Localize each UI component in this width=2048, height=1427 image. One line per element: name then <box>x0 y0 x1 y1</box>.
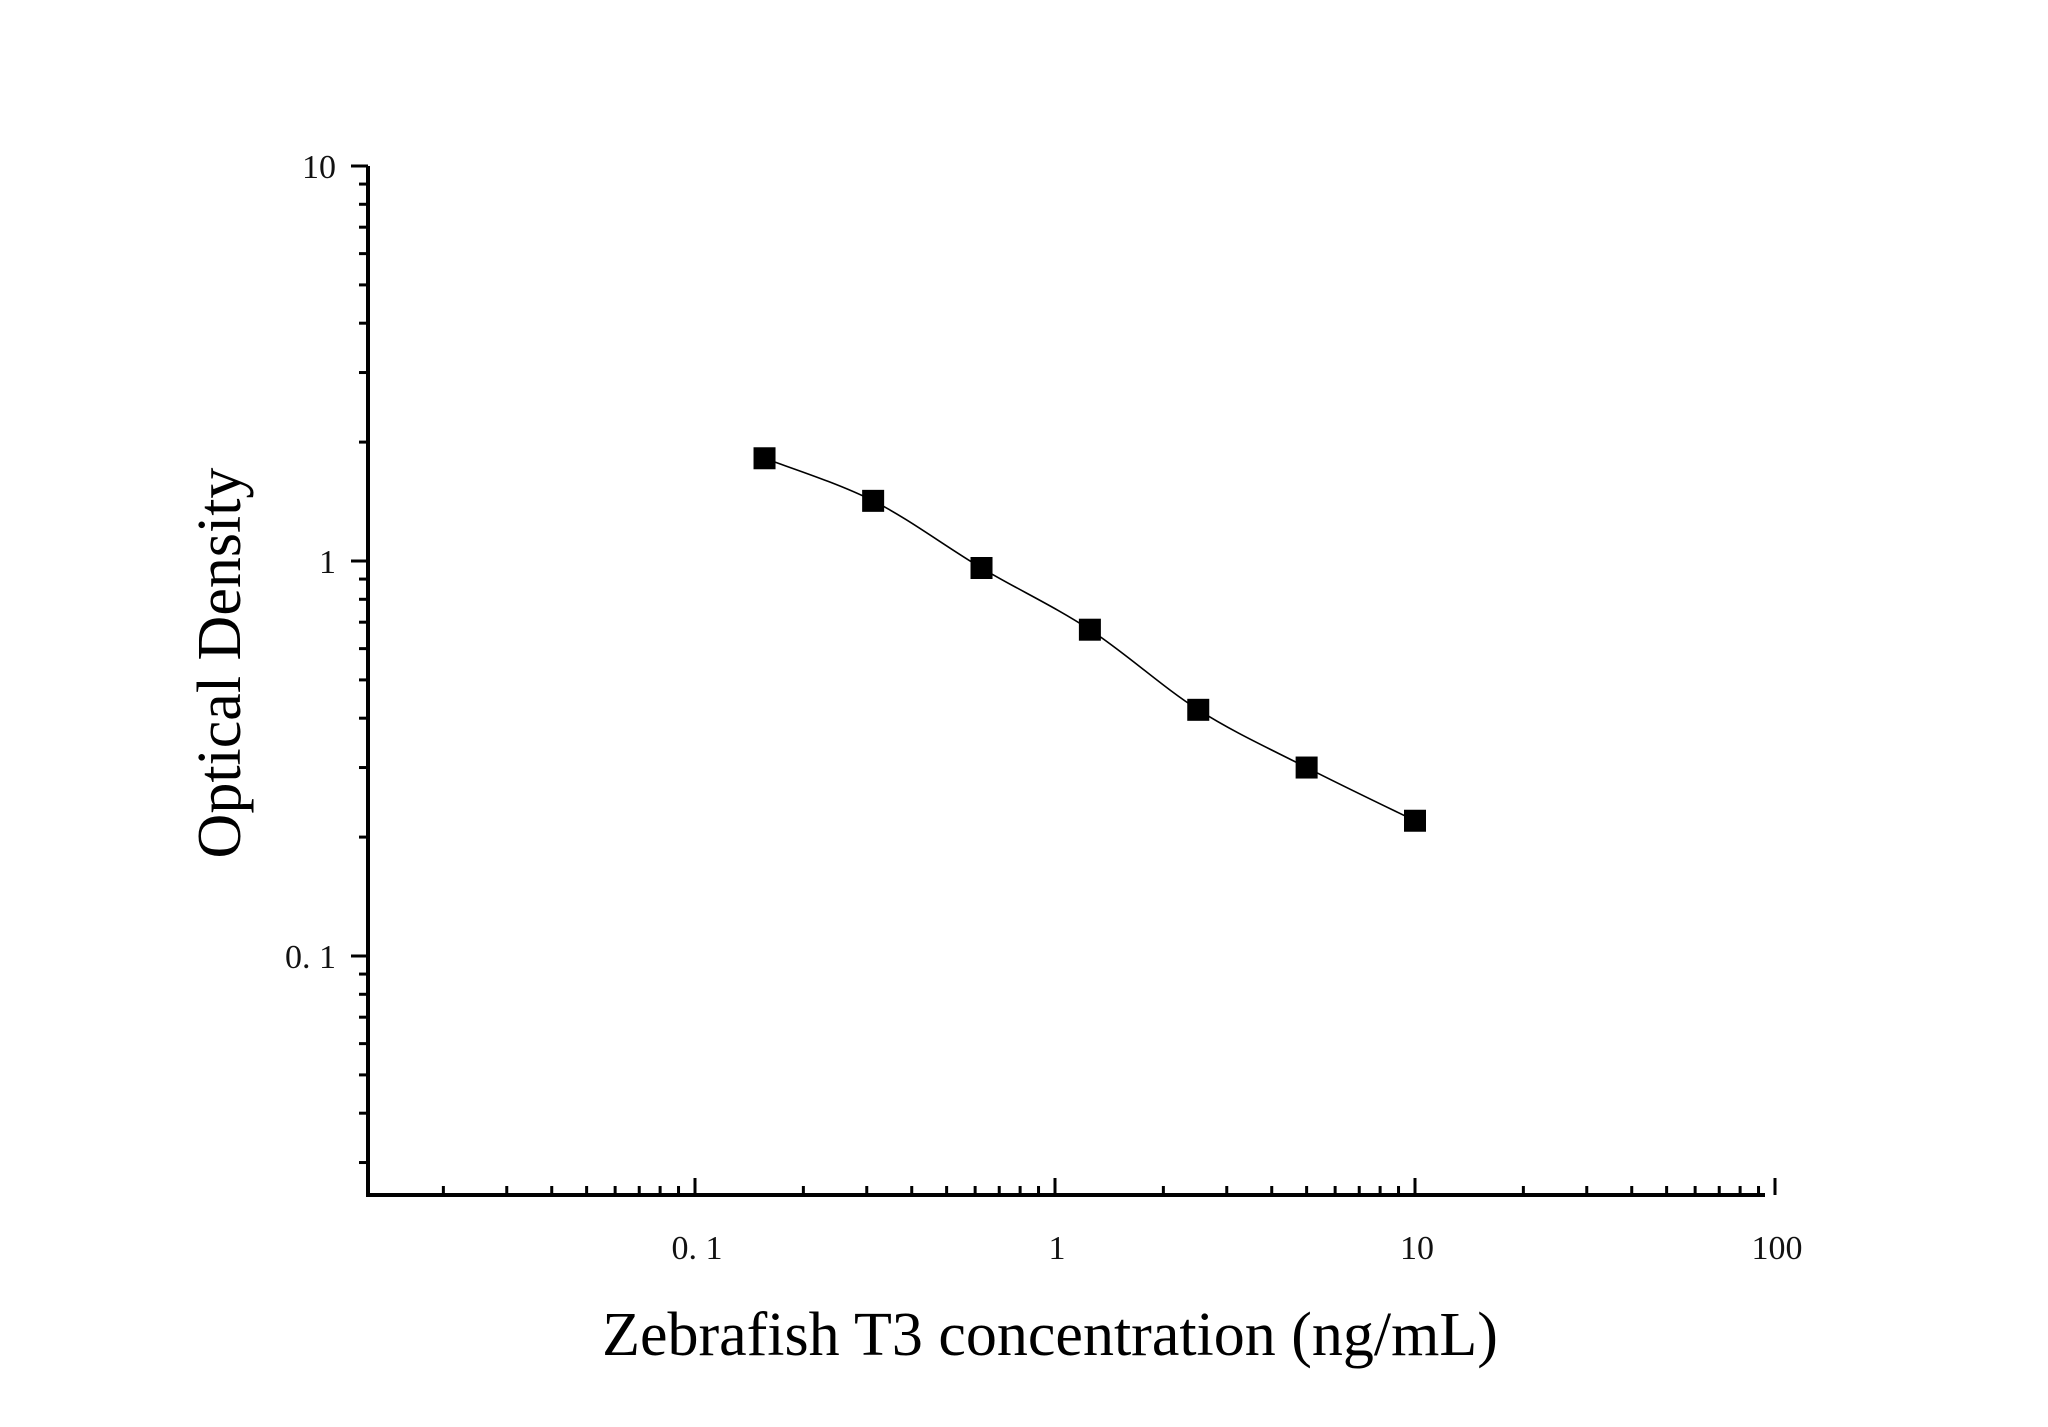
x-tick-label: 0. 1 <box>672 1230 723 1267</box>
y-tick-label: 1 <box>319 544 336 581</box>
y-tick-labels: 0. 1 1 10 <box>285 149 336 976</box>
data-point <box>753 447 776 470</box>
data-point <box>862 489 885 512</box>
data-point <box>1404 809 1426 832</box>
x-tick-label: 100 <box>1752 1230 1803 1267</box>
y-axis-title: Optical Density <box>186 468 254 859</box>
x-tick-labels: 0. 1 1 10 100 <box>672 1230 1803 1267</box>
y-tick-label: 0. 1 <box>285 939 336 976</box>
x-major-ticks <box>693 1178 1777 1195</box>
y-tick-label: 10 <box>302 149 336 186</box>
y-major-ticks <box>351 164 368 958</box>
x-axis-title: Zebrafish T3 concentration (ng/mL) <box>602 1301 1498 1369</box>
data-point <box>1078 618 1101 641</box>
x-tick-label: 10 <box>1400 1230 1434 1267</box>
x-minor-ticks <box>441 1186 1761 1195</box>
data-point <box>1187 698 1210 721</box>
data-point <box>1295 756 1318 779</box>
data-markers <box>753 447 1426 832</box>
data-point <box>970 557 993 580</box>
x-tick-label: 1 <box>1049 1230 1066 1267</box>
